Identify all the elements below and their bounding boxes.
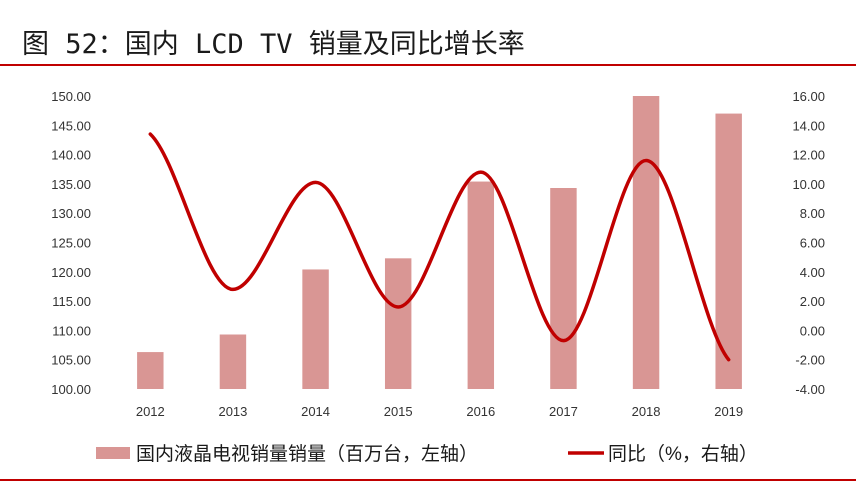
right-tick-label: -4.00 [795,382,825,397]
right-tick-label: 0.00 [800,323,825,338]
left-tick-label: 105.00 [51,353,91,368]
x-tick-label: 2016 [466,404,495,419]
right-tick-label: 6.00 [800,236,825,251]
right-tick-label: 16.00 [792,89,825,104]
left-tick-label: 100.00 [51,382,91,397]
right-tick-label: -2.00 [795,353,825,368]
left-tick-label: 140.00 [51,148,91,163]
right-tick-label: 2.00 [800,294,825,309]
legend-line-label: 同比（%，右轴） [608,443,758,465]
chart-title: 图 52：国内 LCD TV 销量及同比增长率 [22,29,525,60]
left-tick-label: 120.00 [51,265,91,280]
bar [467,181,495,389]
bar [137,352,164,389]
bottom-divider [0,479,856,481]
bar [384,258,412,389]
legend-bar-label: 国内液晶电视销量销量（百万台，左轴） [136,443,478,465]
legend: 国内液晶电视销量销量（百万台，左轴） 同比（%，右轴） [96,443,758,465]
bar [302,269,329,389]
line-path [148,132,731,362]
legend-bar-swatch [96,447,130,459]
right-tick-label: 10.00 [792,177,825,192]
x-tick-label: 2019 [714,404,743,419]
bar [219,334,247,389]
left-tick-label: 145.00 [51,118,91,133]
bar [550,188,577,389]
left-tick-label: 130.00 [51,206,91,221]
right-tick-label: 14.00 [792,118,825,133]
x-tick-label: 2018 [632,404,661,419]
x-tick-label: 2015 [384,404,413,419]
left-tick-label: 115.00 [52,294,91,309]
line-series [148,132,731,362]
x-axis: 2012 2013 2014 2015 2016 2017 2018 2019 [136,404,743,419]
bar-series [137,96,742,389]
right-tick-label: 4.00 [800,265,825,280]
x-tick-label: 2017 [549,404,578,419]
left-tick-label: 150.00 [51,89,91,104]
left-tick-label: 110.00 [52,323,91,338]
right-tick-label: 12.00 [792,148,825,163]
left-tick-label: 125.00 [51,236,91,251]
left-axis: 100.00 105.00 110.00 115.00 120.00 125.00 130.… [51,89,91,397]
left-tick-label: 135.00 [51,177,91,192]
right-tick-label: 8.00 [800,206,825,221]
right-axis: -4.00 -2.00 0.00 2.00 4.00 6.00 8.00 10.00 12.00… [792,89,825,397]
title-divider [0,64,856,66]
x-tick-label: 2012 [136,404,165,419]
x-tick-label: 2014 [301,404,330,419]
bar [632,96,660,389]
x-tick-label: 2013 [218,404,247,419]
